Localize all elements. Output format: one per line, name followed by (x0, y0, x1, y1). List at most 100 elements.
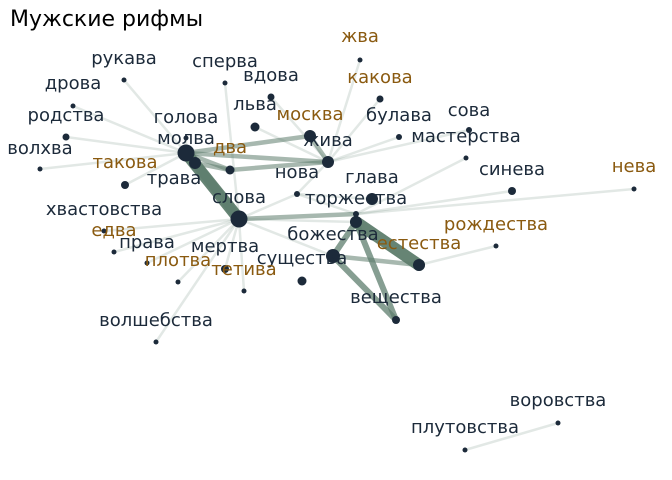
edge-божества-вещества (353, 219, 399, 323)
edge-жива_top-жива (326, 58, 362, 164)
node-label-два: два (213, 137, 247, 158)
edge-существа-вещества (330, 253, 399, 323)
node-синева (508, 187, 516, 195)
edge-рукава-молва (122, 78, 188, 155)
node-label-жива: жива (303, 130, 353, 151)
node-label-сова: сова (448, 100, 491, 121)
edge-существа-естества (330, 253, 422, 268)
node-божества (350, 216, 362, 228)
node-label-вдова: вдова (243, 65, 299, 86)
edge-синева-торжества (354, 189, 514, 216)
node-label-хвастовства: хвастовства (46, 199, 162, 220)
edge-плотва-слова (176, 217, 241, 284)
edge-нева-торжества (354, 187, 636, 216)
node-голова (183, 135, 189, 141)
node-label-голова: голова (154, 107, 219, 128)
edge-булава-жива (326, 135, 401, 164)
node-label-трава: трава (147, 168, 202, 189)
edge-божества-естества (350, 216, 425, 271)
node-label-родства: родства (28, 105, 105, 126)
node-label-рукава: рукава (91, 48, 157, 69)
node-родства (62, 133, 70, 141)
node-какова (376, 95, 384, 103)
edge-права-слова (145, 217, 241, 265)
edge-мертва-слова (223, 217, 241, 271)
node-тетива (241, 288, 247, 294)
node-label-вещества: вещества (350, 287, 442, 308)
node-label-дрова: дрова (45, 73, 102, 94)
edge-мастерства-торжества (354, 156, 468, 216)
node-label-мертва: мертва (191, 236, 259, 257)
node-нова (294, 191, 300, 197)
node-label-воровства: воровства (510, 390, 607, 411)
node-label-божества: божества (287, 224, 378, 245)
node-волшебства (153, 339, 159, 345)
node-рукава (121, 77, 127, 83)
node-label-едва: едва (91, 220, 136, 241)
node-label-плутовства: плутовства (411, 417, 519, 438)
node-плутовства (462, 447, 468, 453)
node-label-волхва: волхва (7, 138, 72, 159)
node-label-торжества: торжества (305, 188, 407, 209)
node-label-плотва: плотва (145, 250, 211, 271)
node-торжества (353, 211, 359, 217)
node-label-льва: льва (233, 94, 277, 115)
edge-такова-молва (123, 151, 188, 187)
node-label-сперва: сперва (192, 51, 258, 72)
node-воровства (555, 420, 561, 426)
node-трава (189, 157, 201, 169)
edge-волхва-молва (38, 151, 188, 171)
node-дрова (70, 103, 76, 109)
node-label-молва: молва (157, 128, 215, 149)
node-глава (366, 193, 378, 205)
edge-льва-жива (253, 125, 330, 164)
node-хвастовства (101, 228, 107, 234)
edge-сперва-слова (223, 81, 241, 221)
edge-вдова-жива (269, 95, 330, 164)
node-label-москва: москва (277, 104, 344, 125)
node-молва (177, 144, 195, 162)
node-булава (396, 134, 402, 140)
node-label-такова: такова (92, 152, 157, 173)
node-нева (631, 186, 637, 192)
edge-нова-глава (295, 192, 374, 201)
node-мертва (221, 265, 229, 273)
node-льва (250, 122, 260, 132)
node-волхва (37, 166, 43, 172)
edge-трава-слова (190, 158, 244, 224)
node-label-булава: булава (366, 105, 432, 126)
node-label-нева: нева (612, 156, 656, 177)
node-label-слова: слова (212, 187, 266, 208)
существа-node-secondary (297, 276, 307, 286)
edge-сова-жива (326, 128, 471, 164)
edge-родства-молва (64, 135, 188, 155)
edge-нова-торжества (295, 192, 358, 216)
edge-едва-слова (112, 217, 241, 254)
edge-какова-жива (326, 97, 382, 164)
node-существа (326, 249, 340, 263)
node-label-существа: существа (257, 248, 348, 269)
node-сперва (222, 80, 228, 86)
node-label-какова: какова (347, 67, 412, 88)
edge-рождества-естества (417, 244, 498, 267)
node-сова (466, 127, 472, 133)
node-права (144, 260, 150, 266)
node-едва (111, 249, 117, 255)
node-label-синева: синева (479, 159, 545, 180)
node-слова (230, 210, 248, 228)
node-label-глава: глава (345, 167, 399, 188)
node-два (225, 165, 235, 175)
node-рождества (493, 243, 499, 249)
node-мастерства (463, 155, 469, 161)
node-label-жива_top: жва (341, 26, 379, 47)
node-label-рождества: рождества (444, 214, 548, 235)
edge-жива-нова (295, 160, 330, 196)
edge-слова-нова (237, 192, 299, 221)
edge-молва-москва (183, 133, 313, 156)
node-такова (121, 181, 129, 189)
node-label-права: права (119, 232, 175, 253)
node-label-нова: нова (275, 162, 319, 183)
node-вещества (392, 316, 400, 324)
edge-слова-существа (237, 217, 335, 258)
